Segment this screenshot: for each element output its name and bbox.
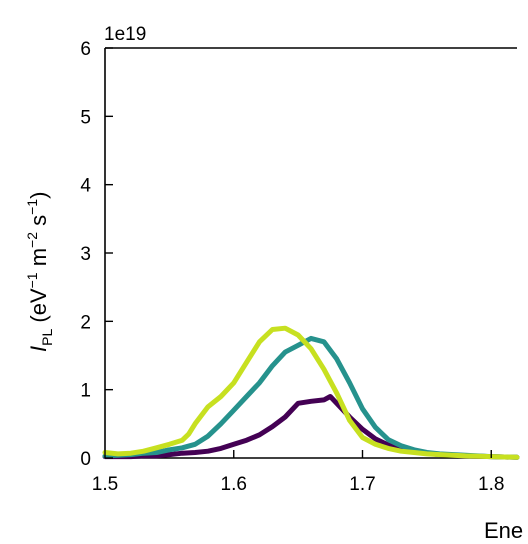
x-tick-label: 1.8 (478, 474, 504, 495)
y-label-text: (eV (26, 288, 51, 329)
y-label-symbol-sub: PL (39, 329, 55, 346)
x-tick-label: 1.7 (349, 474, 375, 495)
y-label-end: s (26, 215, 51, 232)
y-label-exp2: −2 (24, 232, 40, 248)
y-tick-label: 2 (80, 312, 91, 333)
series-line-2 (102, 335, 520, 460)
x-axis-ticks: 1.5 1.6 1.7 1.8 (92, 450, 504, 495)
y-label-exp3: −1 (24, 199, 40, 215)
y-tick-label: 5 (80, 107, 91, 128)
y-label-close: ) (26, 192, 51, 199)
y-axis-ticks: 0 1 2 3 4 5 6 (80, 39, 113, 470)
y-tick-label: 4 (80, 176, 91, 197)
y-axis-label: IPL (eV−1 m−2 s−1) (24, 192, 55, 352)
series-line-3 (102, 325, 520, 460)
y-tick-label: 3 (80, 244, 91, 265)
y-label-symbol: I (26, 346, 51, 352)
x-tick-label: 1.6 (221, 474, 247, 495)
series-layer (102, 325, 520, 460)
y-label-mid: m (26, 248, 51, 272)
y-tick-label: 0 (80, 449, 91, 470)
y-tick-label: 6 (80, 39, 91, 60)
y-offset-label: 1e19 (104, 24, 146, 45)
y-label-exp1: −1 (24, 272, 40, 288)
x-tick-label: 1.5 (92, 474, 118, 495)
y-tick-label: 1 (80, 381, 91, 402)
x-axis-label: Ene (484, 518, 523, 543)
plot-frame (104, 47, 517, 459)
